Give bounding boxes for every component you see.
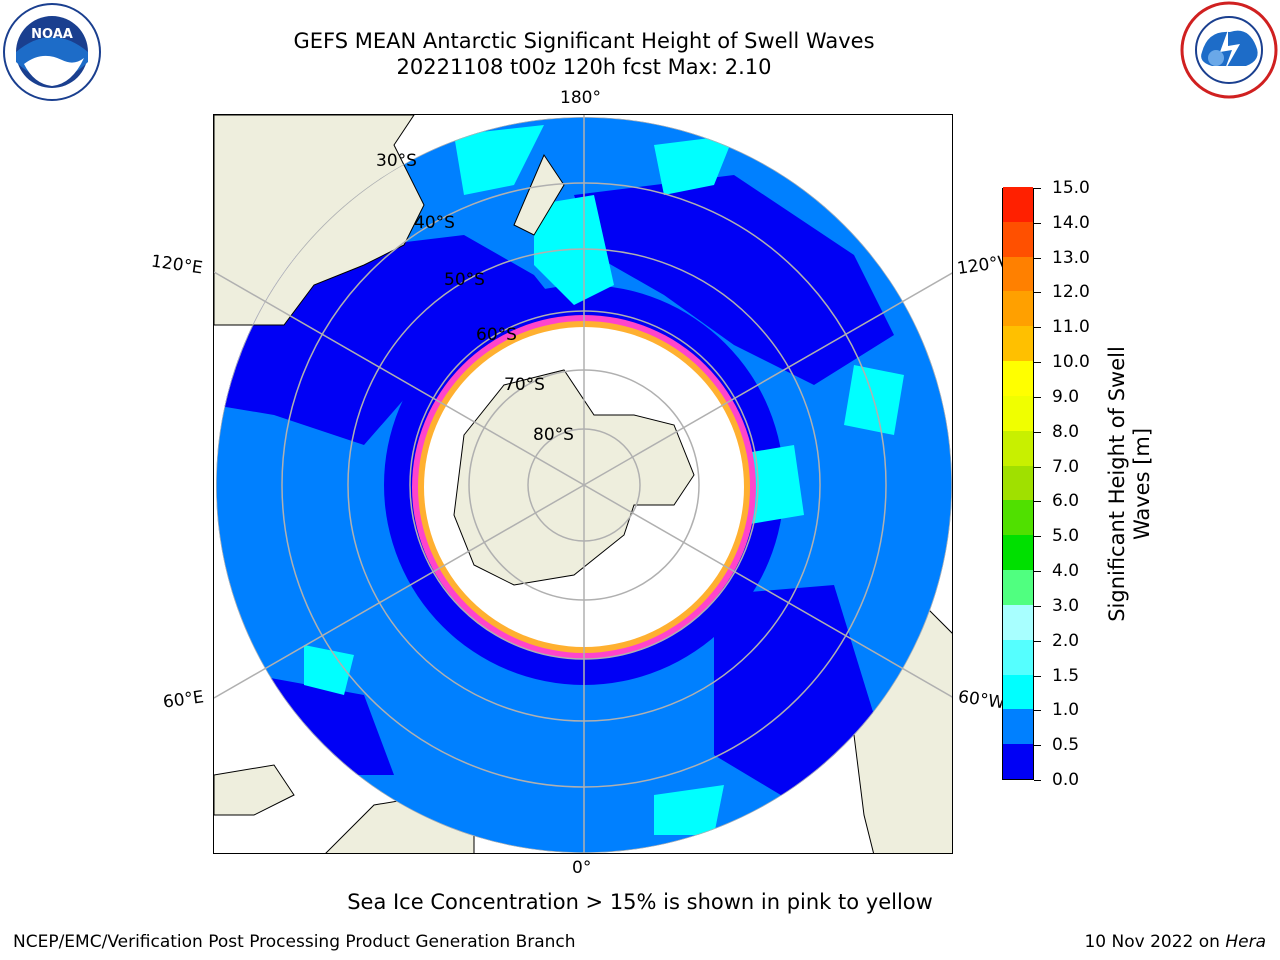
colorbar-tick-label: 8.0 xyxy=(1052,421,1080,442)
footer-date: 10 Nov 2022 on Hera xyxy=(1084,932,1266,952)
footer-branch: NCEP/EMC/Verification Post Processing Pr… xyxy=(13,932,576,952)
colorbar-tick xyxy=(1034,362,1041,364)
colorbar-segment xyxy=(1003,465,1033,501)
colorbar-tick-label: 11.0 xyxy=(1052,317,1090,338)
colorbar-segment xyxy=(1003,604,1033,640)
colorbar-tick xyxy=(1034,292,1041,294)
meridian-label-0: 0° xyxy=(572,858,592,878)
colorbar-tick xyxy=(1034,710,1041,712)
colorbar-tick xyxy=(1034,745,1041,747)
colorbar-segment xyxy=(1003,499,1033,536)
new-zealand-land xyxy=(513,153,565,236)
swell-low-zone-2 xyxy=(574,175,894,385)
colorbar-tick-label: 5.0 xyxy=(1052,526,1080,547)
colorbar-segment xyxy=(1003,290,1033,327)
parallel-label-50s: 50°S xyxy=(444,270,485,290)
madagascar-land xyxy=(214,764,295,816)
meridian-label-120e: 120°E xyxy=(149,251,204,279)
colorbar-segment xyxy=(1003,639,1033,675)
colorbar-tick-label: 3.0 xyxy=(1052,595,1080,616)
colorbar-label-line1: Significant Height of Swell xyxy=(1105,346,1129,622)
colorbar-tick xyxy=(1034,536,1041,538)
colorbar-tick xyxy=(1034,396,1041,398)
footer-date-text: 10 Nov 2022 on xyxy=(1084,932,1226,952)
colorbar-segment xyxy=(1003,221,1033,257)
colorbar-tick-label: 10.0 xyxy=(1052,352,1090,373)
colorbar-tick-label: 15.0 xyxy=(1052,178,1090,198)
colorbar-tick-label: 1.0 xyxy=(1052,700,1080,721)
colorbar-segment xyxy=(1003,395,1033,431)
colorbar-tick xyxy=(1034,466,1041,468)
colorbar-tick xyxy=(1034,431,1041,433)
swell-high-zone-3 xyxy=(654,135,734,195)
colorbar-segment xyxy=(1003,186,1033,222)
parallel-label-60s: 60°S xyxy=(476,325,517,345)
nws-logo xyxy=(1180,1,1278,99)
chart-title: GEFS MEAN Antarctic Significant Height o… xyxy=(293,29,875,53)
colorbar-tick-label: 0.5 xyxy=(1052,735,1080,756)
antarctica-land xyxy=(453,369,695,586)
colorbar-tick xyxy=(1034,640,1041,642)
colorbar-tick xyxy=(1034,222,1041,224)
colorbar-label-line2: Waves [m] xyxy=(1130,427,1154,541)
colorbar-tick xyxy=(1034,605,1041,607)
colorbar-segment xyxy=(1003,708,1033,745)
colorbar-segment xyxy=(1003,256,1033,292)
colorbar-segment xyxy=(1003,743,1033,779)
colorbar-tick xyxy=(1034,257,1041,259)
colorbar-tick-label: 2.0 xyxy=(1052,630,1080,651)
colorbar-tick-label: 13.0 xyxy=(1052,247,1090,268)
swell-high-zone-6 xyxy=(304,645,354,695)
colorbar-segment xyxy=(1003,534,1033,571)
colorbar-tick xyxy=(1034,188,1041,189)
colorbar-segment xyxy=(1003,325,1033,362)
meridian-label-60e: 60°E xyxy=(161,687,206,713)
colorbar-segment xyxy=(1003,569,1033,605)
meridian-label-60w: 60°W xyxy=(956,687,1004,713)
colorbar xyxy=(1002,186,1034,780)
meridian-label-180: 180° xyxy=(560,88,601,108)
swell-high-zone-1 xyxy=(454,125,544,195)
colorbar-tick-label: 0.0 xyxy=(1052,770,1080,790)
colorbar-tick-label: 12.0 xyxy=(1052,282,1090,303)
colorbar-tick-label: 6.0 xyxy=(1052,491,1080,512)
colorbar-segment xyxy=(1003,360,1033,396)
parallel-label-80s: 80°S xyxy=(533,425,574,445)
chart-subtitle: 20221108 t00z 120h fcst Max: 2.10 xyxy=(396,55,772,79)
colorbar-tick xyxy=(1034,501,1041,503)
parallel-label-40s: 40°S xyxy=(414,213,455,233)
colorbar-tick-label: 14.0 xyxy=(1052,212,1090,233)
colorbar-tick xyxy=(1034,780,1041,781)
longitude-grid xyxy=(214,115,952,853)
svg-text:NOAA: NOAA xyxy=(31,27,73,42)
swell-low-zone-4 xyxy=(254,675,394,775)
colorbar-label: Significant Height of Swell Waves [m] xyxy=(1105,346,1155,622)
colorbar-segment xyxy=(1003,674,1033,710)
colorbar-tick xyxy=(1034,675,1041,677)
colorbar-tick-label: 4.0 xyxy=(1052,561,1080,582)
parallel-label-30s: 30°S xyxy=(376,151,417,171)
colorbar-tick xyxy=(1034,327,1041,329)
swell-high-zone-2 xyxy=(534,195,614,305)
sea-ice-note: Sea Ice Concentration > 15% is shown in … xyxy=(347,890,933,914)
colorbar-tick-label: 1.5 xyxy=(1052,665,1080,686)
parallel-label-70s: 70°S xyxy=(504,375,545,395)
polar-map: 30°S 40°S 50°S 60°S 70°S 80°S xyxy=(213,114,953,854)
colorbar-tick xyxy=(1034,571,1041,573)
noaa-logo: NOAA xyxy=(3,3,101,101)
colorbar-segment xyxy=(1003,430,1033,466)
polar-map-canvas xyxy=(214,115,952,853)
colorbar-tick-label: 7.0 xyxy=(1052,456,1080,477)
colorbar-tick-label: 9.0 xyxy=(1052,386,1080,407)
swell-high-zone-7 xyxy=(654,785,724,835)
footer-machine: Hera xyxy=(1225,932,1266,952)
